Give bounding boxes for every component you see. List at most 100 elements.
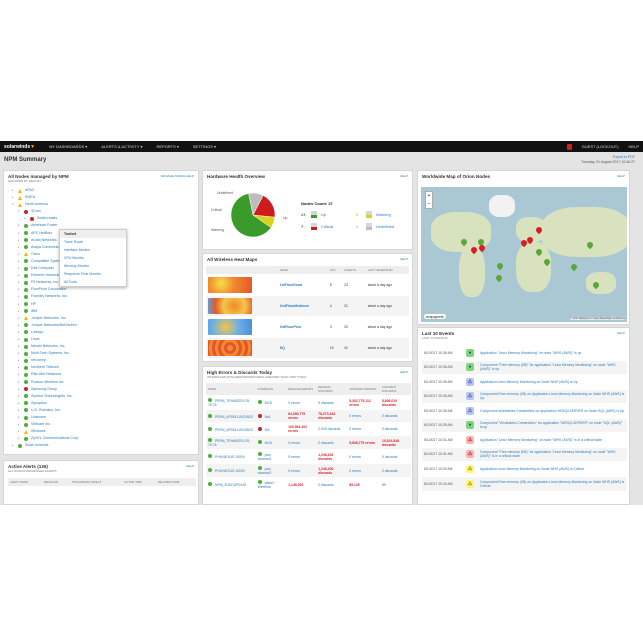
cell-rd[interactable]: 0 discards [316, 477, 348, 491]
node-link[interactable]: PERN_AP0511-BXCBD3 [215, 427, 253, 432]
toolset-item[interactable]: Memory Monitor [64, 264, 90, 268]
chevron-right-icon[interactable]: ▸ [18, 407, 20, 412]
chevron-right-icon[interactable]: ▸ [18, 372, 20, 377]
column-header[interactable]: Related Node [156, 478, 196, 486]
tree-node[interactable]: ▸ Symbol Technologies, Inc. [12, 393, 198, 400]
cell-rd[interactable]: 1,246,402 discards [316, 449, 348, 464]
event-message-link[interactable]: Application Linux Memory Monitoring on N… [478, 461, 627, 476]
chevron-down-icon[interactable]: ▾ [18, 209, 20, 214]
help-link[interactable]: HELP [400, 370, 408, 374]
cell-rd[interactable]: 0 discards [316, 395, 348, 410]
tree-node[interactable]: ▸ APAC [12, 187, 198, 194]
event-message-link[interactable]: Component Worktables Created/sec on Appl… [478, 403, 627, 418]
chevron-right-icon[interactable]: ▸ [18, 258, 20, 263]
event-row[interactable]: 8/1/2017 10:36 AM ● Component "Free memory… [422, 359, 627, 375]
chevron-right-icon[interactable]: ▸ [18, 251, 20, 256]
legend-critical[interactable]: 7 Critical [301, 223, 356, 230]
cell-te[interactable]: 5,808,775 errors [347, 435, 380, 450]
nav-settings[interactable]: Settings ▾ [192, 144, 216, 149]
event-message-link[interactable]: Component Free memory (KB) on Applicatio… [478, 475, 627, 491]
column-header[interactable]: Clients [342, 266, 366, 275]
node-link[interactable]: PHILNEXUS 1000V [215, 455, 245, 459]
table-row[interactable]: HQ 15 42 about a day ago [206, 337, 409, 358]
interface-link[interactable]: port-channel2 [257, 467, 272, 475]
nav-alerts-activity[interactable]: Alerts & Activity ▾ [101, 144, 143, 149]
table-row[interactable]: PHILNEXUS 1000V port-channel2 0 errors 1,24… [206, 463, 411, 478]
column-header[interactable]: Interface [255, 383, 287, 396]
cell-te[interactable]: 0 errors [347, 449, 380, 464]
world-map[interactable]: + − mapquest © 2017 MapQuest © OpenStree… [421, 187, 627, 322]
event-row[interactable]: 8/1/2017 10:35 AM ⚠ Component Worktables C… [422, 403, 627, 418]
node-link[interactable]: NPM_3GDCDP0109 [215, 483, 247, 487]
map-pin-up[interactable] [495, 261, 505, 271]
event-message-link[interactable]: Application Linux Memory Monitoring on N… [478, 374, 627, 389]
tree-node[interactable]: ▸ Meraki Networks, Inc. [12, 343, 198, 350]
tree-node[interactable]: ▸ Windows [12, 428, 198, 435]
tree-node[interactable]: ▸ U.S. Robotics, Inc. [12, 407, 198, 414]
cell-td[interactable]: 0 discards [379, 409, 411, 423]
column-header[interactable]: Triggering Object [69, 478, 123, 486]
event-message-link[interactable]: Application "Linux Memory Monitoring" on… [478, 345, 627, 360]
heatmap-name-link[interactable]: 2ndFloorMediocre [277, 295, 328, 317]
chevron-right-icon[interactable]: ▸ [18, 315, 20, 320]
export-pdf-link[interactable]: Export to PDF [613, 155, 635, 159]
chevron-right-icon[interactable]: ▸ [18, 266, 20, 271]
interface-link[interactable]: port-channel1 [257, 453, 272, 461]
tree-node[interactable]: ▸ Synoptics [12, 400, 198, 407]
column-header[interactable]: Transmit Errors [347, 383, 380, 396]
column-header[interactable]: Receive Errors [286, 383, 317, 396]
chevron-right-icon[interactable]: ▸ [18, 422, 20, 427]
cell-re[interactable]: 0 errors [286, 463, 317, 478]
tree-node[interactable]: ▸ Dell Computer [12, 265, 198, 272]
table-row[interactable]: PERN_TEHABOSY.25-76.76 N/16 0 errors 0 disc… [206, 435, 411, 450]
tree-node[interactable]: ▸ IBM [12, 308, 198, 315]
cell-re[interactable]: 1,148,003 [286, 477, 317, 491]
event-row[interactable]: 8/1/2017 10:35 AM ⚠ Application Linux Memo… [422, 374, 627, 389]
heatmap-thumbnail[interactable] [208, 298, 252, 314]
tree-node[interactable]: ▸ Switch-sales [12, 215, 198, 222]
tree-node[interactable]: ▸ Extreme Networks [12, 272, 198, 279]
help-link[interactable]: HELP [617, 331, 625, 335]
table-row[interactable]: PHILNEXUS 1000V port-channel1 0 errors 1,24… [206, 449, 411, 464]
column-header[interactable]: Alert Name [8, 478, 43, 486]
tree-node[interactable]: ▸ South America [12, 442, 198, 449]
cell-td[interactable]: 5,808,010 discards [379, 395, 411, 410]
table-row[interactable]: 1stFloorGood 5 23 about a day ago [206, 274, 409, 296]
toolset-item[interactable]: Interface Monitor [64, 248, 91, 252]
heatmap-thumbnail[interactable] [208, 277, 252, 293]
help-link[interactable]: HELP [617, 174, 625, 178]
chevron-right-icon[interactable]: ▸ [18, 415, 20, 419]
table-row[interactable]: PERN_AP0511-BXCBD3 Ne1 64,090,775 errors 78… [206, 409, 411, 423]
table-row[interactable]: 3rdFloorPoor 3 20 about a day ago [206, 316, 409, 338]
cell-re[interactable]: 64,090,775 errors [286, 409, 317, 423]
cell-td[interactable]: 10,024,548 discards [379, 435, 411, 450]
heatmap-thumbnail[interactable] [208, 319, 252, 335]
column-header[interactable]: Name [277, 266, 328, 275]
heatmap-name-link[interactable]: 1stFloorGood [277, 274, 328, 296]
cell-rd[interactable]: 2,540 discards [316, 422, 348, 436]
chevron-right-icon[interactable]: ▸ [12, 195, 14, 200]
chevron-right-icon[interactable]: ▸ [18, 329, 20, 334]
tree-node[interactable]: ▸ Linksys [12, 329, 198, 336]
help-link[interactable]: HELP [186, 464, 194, 468]
chevron-right-icon[interactable]: ▸ [18, 400, 20, 405]
node-link[interactable]: PERN_AP0511-BXCBD3 [215, 414, 253, 419]
toolset-item[interactable]: All Tools [64, 280, 77, 284]
node-link[interactable]: PHILNEXUS 1000V [215, 469, 245, 473]
chevron-right-icon[interactable]: ▸ [18, 273, 20, 278]
interface-link[interactable]: N/15 [264, 401, 272, 405]
legend-undefined[interactable]: 4 Undefined [356, 223, 411, 230]
column-header[interactable]: Transmit Discards [379, 383, 411, 396]
cell-te[interactable]: 89,129 [347, 477, 380, 491]
event-message-link[interactable]: Application "Linux Memory Monitoring" on… [478, 432, 627, 447]
chevron-right-icon[interactable]: ▸ [18, 344, 20, 349]
chevron-right-icon[interactable]: ▸ [12, 188, 14, 192]
solarwinds-logo[interactable]: solarwinds▼ [4, 143, 36, 150]
heatmap-name-link[interactable]: 3rdFloorPoor [277, 316, 328, 338]
manage-nodes-help[interactable]: MANAGE NODES HELP [160, 174, 194, 178]
table-row[interactable]: PERN_TEHABOSY.25-76.76 N/15 0 errors 0 disc… [206, 395, 411, 410]
event-message-link[interactable]: Component "Free memory (KB)" for applica… [478, 359, 627, 375]
chevron-right-icon[interactable]: ▸ [18, 351, 20, 356]
nav-reports[interactable]: Reports ▾ [156, 144, 179, 149]
chevron-right-icon[interactable]: ▸ [18, 322, 20, 327]
